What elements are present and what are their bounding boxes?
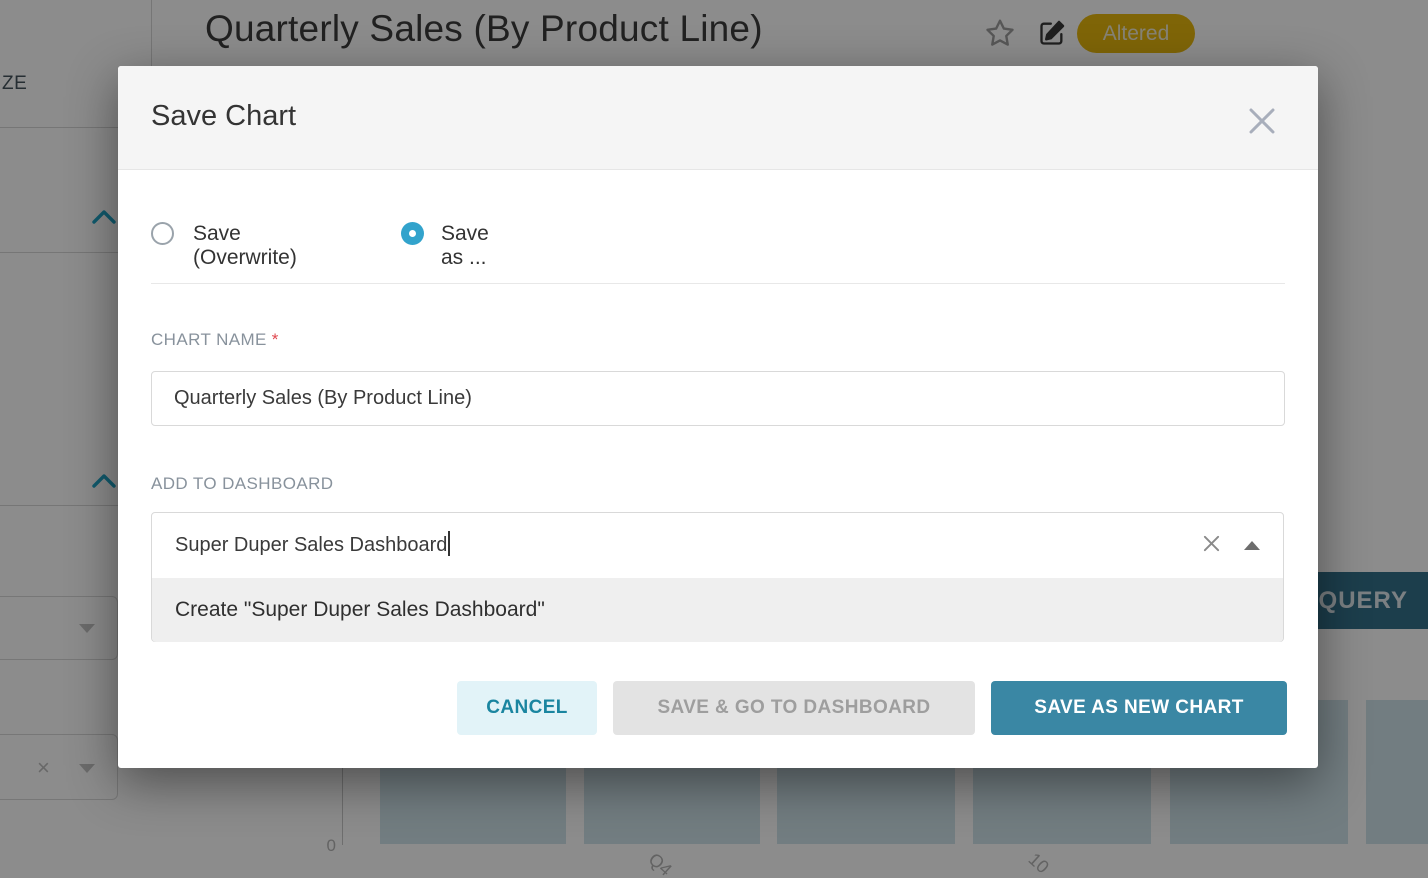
chevron-down-icon (79, 764, 95, 773)
radio-save-overwrite-label[interactable]: Save (Overwrite) (193, 222, 297, 269)
tab-customize-fragment[interactable]: ZE (2, 73, 28, 94)
radio-save-as-label[interactable]: Save as ... (441, 222, 489, 269)
radio-save-as[interactable] (401, 222, 424, 245)
chevron-up-icon[interactable] (1244, 541, 1260, 550)
altered-badge-label: Altered (1102, 21, 1170, 45)
save-as-new-chart-button[interactable]: SAVE AS NEW CHART (991, 681, 1287, 735)
required-asterisk: * (271, 330, 279, 349)
cancel-button[interactable]: CANCEL (457, 681, 597, 735)
sidebar-section-divider (0, 505, 152, 506)
clear-x-icon[interactable] (1201, 534, 1221, 554)
page-title: Quarterly Sales (By Product Line) (205, 8, 763, 49)
collapse-section-chevron-up-icon[interactable] (92, 210, 116, 229)
add-to-dashboard-label: ADD TO DASHBOARD (151, 474, 334, 493)
text-cursor (448, 531, 451, 556)
create-dashboard-option[interactable]: Create "Super Duper Sales Dashboard" (152, 578, 1283, 642)
chart-name-label-text: CHART NAME (151, 330, 267, 349)
save-chart-modal: Save Chart Save (Overwrite) Save as ... … (118, 66, 1318, 768)
altered-status-badge[interactable]: Altered (1077, 14, 1195, 53)
chart-name-input[interactable] (151, 371, 1285, 426)
modal-header: Save Chart (118, 66, 1318, 170)
sidebar-select-control[interactable] (0, 596, 118, 660)
query-banner-label: QUERY (1318, 586, 1408, 614)
collapse-section-chevron-up-icon[interactable] (92, 474, 116, 493)
save-and-go-to-dashboard-button[interactable]: SAVE & GO TO DASHBOARD (613, 681, 975, 735)
favorite-star-icon[interactable] (984, 17, 1016, 54)
dashboard-combobox-value[interactable]: Super Duper Sales Dashboard (175, 531, 451, 557)
control-panel-tabbar: ZE (0, 0, 152, 128)
chart-y-zero-tick: 0 (326, 836, 336, 855)
chart-bar (1366, 700, 1428, 844)
dashboard-combobox[interactable]: Super Duper Sales Dashboard Create "Supe… (151, 512, 1284, 642)
divider (151, 283, 1285, 284)
modal-title: Save Chart (151, 100, 297, 132)
close-icon[interactable] (1247, 106, 1277, 136)
radio-save-overwrite[interactable] (151, 222, 174, 245)
sidebar-select-control[interactable]: × (0, 734, 118, 800)
sidebar-section-divider (0, 252, 152, 253)
edit-pencil-icon[interactable] (1037, 19, 1067, 52)
chart-y-axis-line (342, 700, 343, 845)
clear-x-icon[interactable]: × (37, 755, 50, 780)
dashboard-combobox-text: Super Duper Sales Dashboard (175, 534, 448, 556)
chevron-down-icon (79, 624, 95, 633)
chart-name-label: CHART NAME * (151, 330, 279, 350)
